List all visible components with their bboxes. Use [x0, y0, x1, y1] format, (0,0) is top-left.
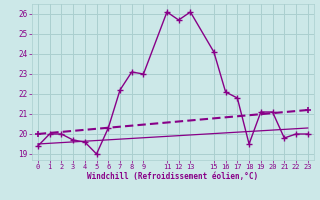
X-axis label: Windchill (Refroidissement éolien,°C): Windchill (Refroidissement éolien,°C) [87, 172, 258, 181]
